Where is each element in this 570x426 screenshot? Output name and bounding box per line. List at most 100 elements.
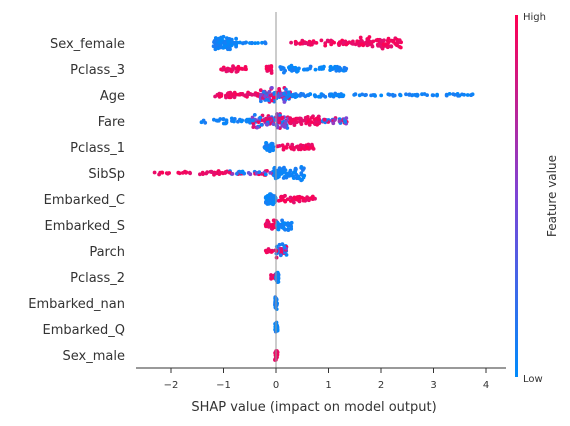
- shap-point: [209, 169, 214, 174]
- shap-point: [267, 201, 271, 206]
- shap-point: [273, 170, 278, 175]
- shap-point: [199, 120, 204, 125]
- shap-point: [336, 92, 341, 97]
- feature-label-sex-male: Sex_male: [63, 349, 125, 364]
- shap-point: [294, 167, 298, 172]
- shap-point: [284, 87, 288, 92]
- x-tick-label: 1: [325, 380, 331, 391]
- shap-point: [221, 117, 226, 122]
- shap-point: [465, 93, 470, 97]
- shap-point: [279, 196, 284, 201]
- shap-point: [259, 123, 264, 127]
- shap-point: [251, 118, 255, 123]
- colorbar: [515, 15, 518, 377]
- feature-row-sex-female: [211, 34, 403, 52]
- shap-point: [282, 245, 287, 250]
- shap-point: [198, 172, 202, 177]
- shap-point: [327, 39, 331, 44]
- shap-point: [235, 40, 240, 45]
- shap-point: [231, 66, 236, 70]
- shap-point: [404, 92, 408, 97]
- shap-point: [289, 40, 293, 45]
- shap-point: [224, 95, 228, 100]
- shap-point: [276, 227, 281, 232]
- shap-point: [274, 244, 279, 249]
- shap-point: [307, 41, 312, 46]
- shap-point: [276, 274, 281, 279]
- shap-point: [188, 171, 193, 176]
- shap-point: [407, 92, 412, 97]
- shap-point: [283, 119, 288, 124]
- feature-labels: Sex_female Pclass_3 Age Fare Pclass_1 SibSp Em…: [28, 37, 125, 364]
- shap-point: [431, 93, 436, 98]
- shap-point: [224, 118, 229, 123]
- beeswarm-points: [152, 34, 475, 362]
- shap-point: [267, 89, 272, 94]
- shap-point: [291, 174, 296, 179]
- shap-point: [415, 93, 420, 98]
- feature-label-pclass-3: Pclass_3: [70, 63, 125, 78]
- shap-point: [288, 195, 293, 200]
- shap-point: [425, 93, 429, 97]
- shap-point: [277, 242, 282, 247]
- shap-point: [331, 121, 336, 126]
- shap-point: [353, 42, 358, 47]
- shap-point: [360, 92, 365, 97]
- shap-point: [291, 145, 295, 150]
- shap-point: [469, 93, 473, 97]
- shap-point: [269, 68, 274, 73]
- shap-point: [236, 64, 241, 69]
- colorbar-low-label: Low: [523, 374, 543, 385]
- feature-row-parch: [263, 242, 289, 260]
- feature-label-embarked-c: Embarked_C: [44, 193, 125, 208]
- shap-point: [290, 142, 295, 147]
- shap-point: [201, 171, 206, 176]
- shap-point: [285, 197, 290, 202]
- shap-point: [295, 116, 300, 121]
- shap-point: [266, 248, 271, 253]
- shap-point: [456, 93, 460, 98]
- shap-point: [257, 170, 262, 175]
- shap-point: [283, 145, 288, 150]
- shap-point: [283, 68, 287, 73]
- shap-point: [273, 305, 278, 310]
- feature-row-pclass-1: [262, 141, 316, 154]
- shap-point: [358, 35, 363, 40]
- shap-point: [281, 176, 286, 180]
- shap-point: [272, 166, 277, 171]
- shap-point: [462, 92, 466, 97]
- feature-row-pclass-2: [269, 270, 281, 284]
- feature-label-sibsp: SibSp: [88, 167, 125, 182]
- shap-point: [272, 91, 277, 95]
- shap-point: [232, 119, 236, 124]
- shap-point: [298, 119, 302, 124]
- shap-point: [269, 65, 274, 69]
- x-axis-label: SHAP value (impact on model output): [191, 400, 436, 415]
- shap-point: [333, 117, 337, 122]
- shap-point: [292, 200, 296, 205]
- x-tick-label: −2: [164, 380, 179, 391]
- shap-point: [360, 42, 364, 47]
- shap-point: [322, 64, 326, 69]
- shap-point: [299, 165, 304, 169]
- feature-row-age: [213, 86, 475, 104]
- shap-point: [335, 64, 340, 69]
- shap-point: [295, 197, 300, 202]
- shap-point: [305, 195, 309, 200]
- shap-point: [277, 144, 282, 148]
- shap-point: [364, 93, 368, 97]
- shap-point: [452, 92, 457, 97]
- shap-point: [386, 40, 391, 45]
- shap-point: [307, 123, 312, 127]
- shap-point: [234, 36, 239, 41]
- shap-point: [295, 144, 300, 149]
- shap-point: [232, 95, 237, 100]
- shap-point: [384, 42, 388, 46]
- x-tick-label: 2: [378, 380, 384, 391]
- shap-point: [264, 200, 268, 205]
- shap-point: [279, 92, 283, 96]
- shap-point: [216, 118, 221, 123]
- shap-point: [301, 168, 305, 172]
- shap-point: [339, 94, 344, 99]
